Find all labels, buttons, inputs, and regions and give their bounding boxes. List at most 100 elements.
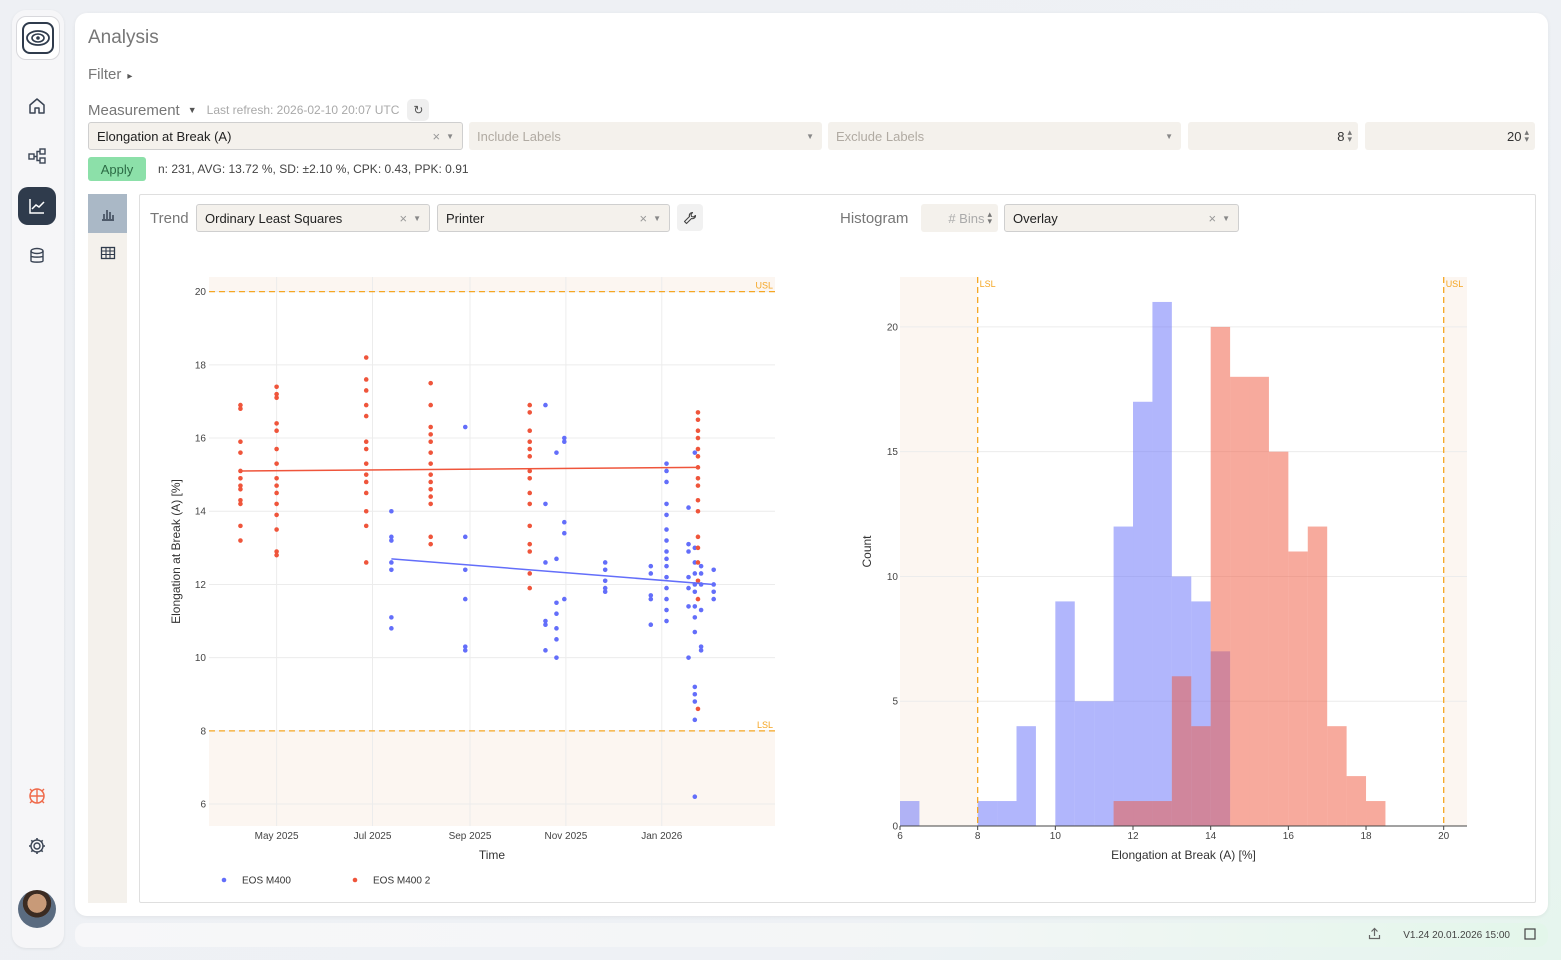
lsl-input[interactable]: 8 ▴ ▾ <box>1188 122 1358 150</box>
chevron-down-icon[interactable]: ▼ <box>413 213 421 223</box>
histogram-bar <box>1055 601 1075 826</box>
data-point <box>274 527 279 532</box>
nav-home[interactable] <box>18 87 56 125</box>
data-point <box>363 402 369 408</box>
y-tick-label: 10 <box>195 653 207 664</box>
nav-network[interactable] <box>18 777 56 815</box>
data-point <box>428 402 433 408</box>
out-of-spec-band-right <box>1443 277 1467 826</box>
data-point <box>664 527 669 532</box>
expand-icon[interactable] <box>1524 927 1536 943</box>
data-point <box>686 604 691 609</box>
database-icon <box>30 247 44 263</box>
bins-input[interactable]: # Bins ▴ ▾ <box>921 204 998 232</box>
globe-bug-icon <box>29 788 45 804</box>
histogram-bar <box>1268 451 1289 826</box>
clear-icon[interactable]: × <box>432 128 441 144</box>
data-point <box>562 519 567 525</box>
regression-select[interactable]: Ordinary Least Squares × ▼ <box>196 204 430 232</box>
x-tick-label: 16 <box>1283 831 1295 842</box>
y-tick-label: 14 <box>195 507 207 518</box>
measurement-select[interactable]: Elongation at Break (A) × ▼ <box>88 122 463 150</box>
data-point <box>543 402 548 408</box>
data-point <box>238 483 243 488</box>
data-point <box>389 534 394 540</box>
data-point <box>686 549 691 554</box>
chevron-down-icon[interactable]: ▼ <box>653 213 661 223</box>
tab-chart[interactable] <box>88 194 127 233</box>
nav-database[interactable] <box>18 237 56 275</box>
data-point <box>554 655 559 660</box>
histogram-bar <box>977 801 998 826</box>
chevron-down-icon[interactable]: ▼ <box>1222 213 1230 223</box>
data-point <box>602 578 608 584</box>
histogram-chart[interactable]: LSL USL 0 5 10 15 20 6 8 10 12 14 16 18 20 Elongation … <box>840 240 1520 900</box>
y-tick-label: 18 <box>195 360 207 371</box>
exclude-labels-select[interactable]: Exclude Labels ▼ <box>828 122 1181 150</box>
stats-summary: n: 231, AVG: 13.72 %, SD: ±2.10 %, CPK: … <box>158 162 469 176</box>
chevron-down-icon[interactable]: ▼ <box>446 131 454 141</box>
data-point <box>428 541 433 547</box>
histogram-mode-value: Overlay <box>1013 210 1058 226</box>
tab-table[interactable] <box>88 233 127 272</box>
x-tick-label: 12 <box>1127 831 1139 842</box>
clear-icon[interactable]: × <box>399 210 408 226</box>
nav-workflow[interactable] <box>18 137 56 175</box>
data-point <box>686 585 691 591</box>
page-title: Analysis <box>88 27 159 48</box>
data-point <box>428 472 433 477</box>
clear-icon[interactable]: × <box>1208 210 1217 226</box>
version-text: V1.24 20.01.2026 15:00 <box>1403 929 1510 941</box>
usl-input[interactable]: 20 ▴ ▾ <box>1365 122 1535 150</box>
data-point <box>274 501 279 507</box>
include-labels-select[interactable]: Include Labels ▼ <box>469 122 822 150</box>
user-avatar[interactable] <box>18 890 56 928</box>
chevron-down-icon[interactable]: ▼ <box>1165 131 1173 141</box>
data-point <box>554 600 559 606</box>
chevron-down-icon[interactable]: ▼ <box>806 131 814 141</box>
data-point <box>527 490 533 496</box>
lsl-label: LSL <box>980 279 996 289</box>
data-point <box>363 523 369 529</box>
clear-icon[interactable]: × <box>639 210 648 226</box>
y-tick-label: 20 <box>195 287 207 298</box>
data-point <box>692 589 698 595</box>
data-point <box>664 607 669 613</box>
data-point <box>695 560 701 565</box>
data-point <box>274 552 279 558</box>
histogram-bar <box>1366 801 1386 826</box>
histogram-mode-select[interactable]: Overlay × ▼ <box>1004 204 1239 232</box>
nav-settings[interactable] <box>18 827 56 865</box>
export-icon[interactable] <box>1368 927 1381 943</box>
data-point <box>664 596 669 602</box>
data-point <box>664 618 669 624</box>
nav-analysis[interactable] <box>18 187 56 225</box>
chart-settings-button[interactable] <box>677 204 703 231</box>
caret-down-icon[interactable]: ▼ <box>187 105 197 115</box>
chart-panel: Trend Ordinary Least Squares × ▼ Printer… <box>139 194 1536 903</box>
data-point <box>554 637 559 642</box>
filter-toggle[interactable]: Filter ▸ <box>88 66 132 83</box>
histogram-bar <box>1191 726 1211 826</box>
usl-label: USL <box>1446 279 1464 289</box>
y-tick-label: 12 <box>195 580 207 591</box>
data-point <box>711 589 716 595</box>
measurement-label[interactable]: Measurement <box>88 101 180 119</box>
app-logo[interactable] <box>16 16 60 60</box>
data-point <box>274 476 279 481</box>
stepper-icon[interactable]: ▴ ▾ <box>1524 127 1529 144</box>
data-point <box>238 439 243 444</box>
stepper-icon[interactable]: ▴ ▾ <box>1347 127 1352 144</box>
trend-chart[interactable]: USL LSL 6 8 10 12 14 16 18 20 May 2025 Jul 2025 Sep… <box>140 240 820 900</box>
data-point <box>695 545 701 551</box>
group-by-select[interactable]: Printer × ▼ <box>437 204 670 232</box>
refresh-button[interactable]: ↻ <box>407 99 430 121</box>
apply-button[interactable]: Apply <box>88 157 146 181</box>
data-point <box>695 508 701 514</box>
stepper-icon[interactable]: ▴ ▾ <box>987 209 992 226</box>
measurement-header: Measurement ▼ Last refresh: 2026-02-10 2… <box>88 99 430 121</box>
data-point <box>692 717 698 723</box>
data-point <box>363 413 369 419</box>
histogram-bar <box>997 801 1017 826</box>
histogram-bar <box>1133 401 1153 826</box>
